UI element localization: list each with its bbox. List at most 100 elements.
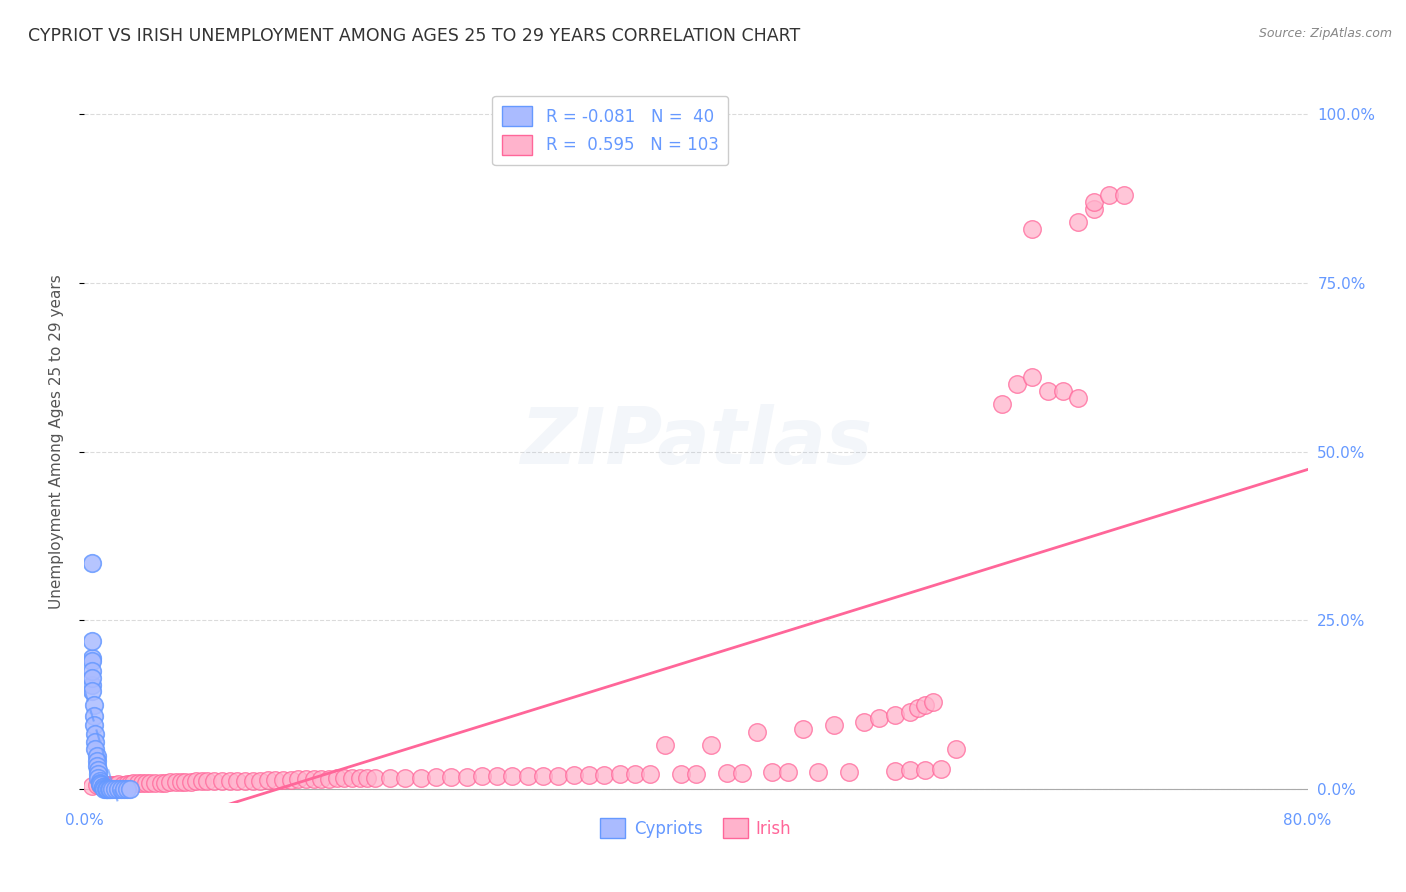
Point bbox=[609, 767, 631, 781]
Point bbox=[80, 633, 103, 648]
Point bbox=[143, 775, 166, 789]
Point bbox=[929, 762, 952, 776]
Point bbox=[333, 772, 356, 786]
Point bbox=[107, 777, 129, 791]
Point bbox=[101, 778, 124, 792]
Point bbox=[1005, 377, 1028, 392]
Point bbox=[898, 705, 921, 719]
Point bbox=[80, 556, 103, 570]
Point bbox=[242, 773, 264, 788]
Point bbox=[914, 764, 936, 778]
Point bbox=[120, 777, 142, 791]
Point bbox=[115, 777, 138, 791]
Point bbox=[1067, 215, 1090, 229]
Point bbox=[115, 782, 138, 797]
Point bbox=[823, 718, 845, 732]
Point bbox=[86, 754, 108, 768]
Text: ZIPatlas: ZIPatlas bbox=[520, 403, 872, 480]
Point bbox=[547, 769, 569, 783]
Point bbox=[122, 776, 145, 790]
Point bbox=[325, 772, 347, 786]
Point bbox=[112, 782, 135, 797]
Point bbox=[84, 727, 107, 741]
Point bbox=[249, 773, 271, 788]
Point bbox=[83, 718, 105, 732]
Point bbox=[104, 782, 127, 797]
Point bbox=[991, 397, 1014, 411]
Point bbox=[135, 775, 157, 789]
Point bbox=[93, 781, 115, 796]
Point bbox=[761, 765, 783, 780]
Point bbox=[624, 767, 647, 781]
Point bbox=[578, 768, 600, 782]
Point bbox=[91, 779, 114, 793]
Point bbox=[531, 769, 554, 783]
Point bbox=[1052, 384, 1074, 398]
Point bbox=[747, 725, 769, 739]
Text: Source: ZipAtlas.com: Source: ZipAtlas.com bbox=[1258, 27, 1392, 40]
Point bbox=[456, 770, 478, 784]
Point bbox=[83, 698, 105, 712]
Point bbox=[883, 708, 905, 723]
Point bbox=[716, 766, 738, 780]
Point bbox=[202, 774, 225, 789]
Point bbox=[89, 775, 111, 789]
Point bbox=[127, 776, 149, 790]
Point bbox=[340, 772, 363, 786]
Point bbox=[93, 780, 115, 795]
Point bbox=[89, 773, 111, 788]
Point bbox=[87, 764, 110, 778]
Point bbox=[191, 774, 214, 789]
Point bbox=[1036, 384, 1059, 398]
Point bbox=[1114, 188, 1136, 202]
Point bbox=[159, 775, 181, 789]
Point bbox=[638, 767, 661, 781]
Point bbox=[83, 709, 105, 723]
Point bbox=[80, 650, 103, 665]
Point bbox=[869, 711, 891, 725]
Point bbox=[853, 714, 876, 729]
Point bbox=[211, 774, 233, 789]
Point bbox=[120, 782, 142, 797]
Point bbox=[96, 782, 118, 797]
Point bbox=[80, 779, 103, 793]
Point bbox=[731, 766, 754, 780]
Point bbox=[257, 772, 280, 787]
Point bbox=[101, 782, 124, 797]
Point bbox=[486, 769, 509, 783]
Point bbox=[94, 778, 117, 792]
Point bbox=[233, 773, 256, 788]
Point bbox=[226, 773, 249, 788]
Point bbox=[898, 764, 921, 778]
Point bbox=[264, 772, 287, 787]
Point bbox=[149, 775, 172, 789]
Point bbox=[302, 772, 325, 787]
Point bbox=[1083, 194, 1105, 209]
Point bbox=[685, 766, 707, 780]
Y-axis label: Unemployment Among Ages 25 to 29 years: Unemployment Among Ages 25 to 29 years bbox=[49, 274, 63, 609]
Point bbox=[87, 771, 110, 785]
Point bbox=[98, 782, 121, 797]
Point bbox=[349, 772, 371, 786]
Point bbox=[89, 778, 111, 792]
Point bbox=[110, 782, 132, 797]
Point bbox=[669, 766, 692, 780]
Point bbox=[86, 758, 108, 772]
Point bbox=[180, 775, 202, 789]
Point bbox=[80, 684, 103, 698]
Point bbox=[90, 778, 112, 792]
Point bbox=[107, 782, 129, 797]
Point bbox=[86, 778, 108, 792]
Point bbox=[883, 764, 905, 778]
Point bbox=[318, 772, 340, 787]
Point bbox=[80, 654, 103, 668]
Point bbox=[838, 764, 860, 779]
Point bbox=[165, 775, 187, 789]
Point bbox=[84, 741, 107, 756]
Point bbox=[155, 775, 177, 789]
Point bbox=[195, 774, 218, 789]
Point bbox=[425, 770, 447, 784]
Point bbox=[409, 771, 432, 785]
Point bbox=[218, 773, 240, 788]
Point bbox=[80, 671, 103, 685]
